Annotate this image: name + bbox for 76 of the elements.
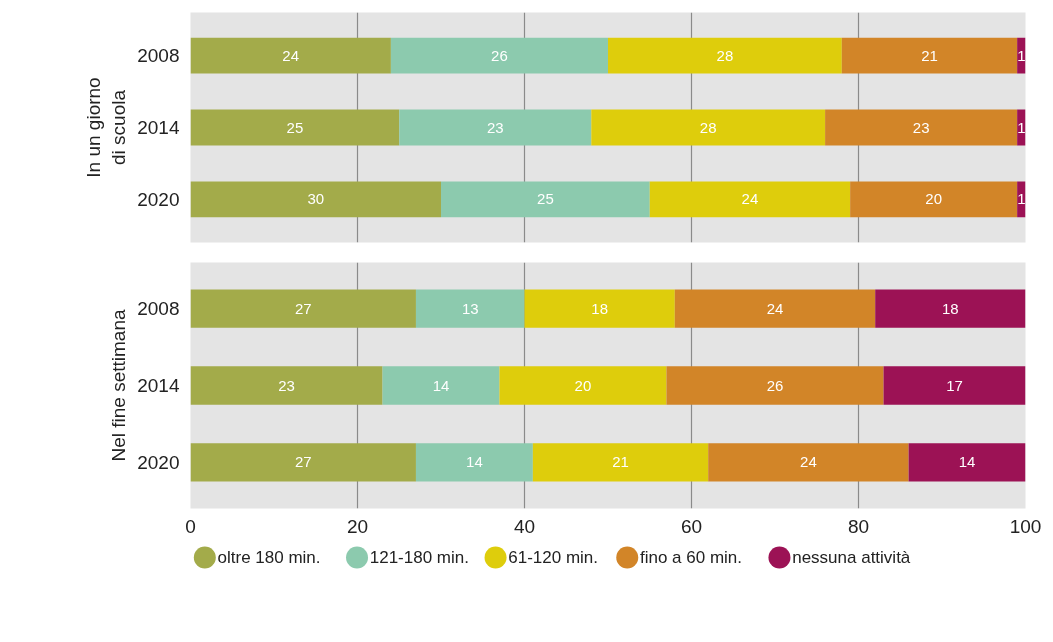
data-label: 23 [278,376,295,394]
data-label: 20 [925,190,942,208]
bar [524,289,675,328]
bar [190,366,383,405]
data-label: 26 [491,46,508,64]
data-label: 27 [294,299,312,317]
data-label: 1 [1017,118,1026,136]
x-tick-label: 0 [185,515,196,537]
legend-label: oltre 180 min. [217,548,321,567]
data-label: 20 [574,376,592,394]
bar [591,109,826,146]
data-label: 18 [942,299,959,317]
legend-label: 61-120 min. [508,548,599,567]
bar [708,443,909,482]
bar [674,289,876,328]
x-tick-label: 100 [1009,515,1042,537]
data-label: 26 [766,376,784,394]
bar [390,37,608,74]
bar [649,181,851,218]
data-label: 30 [307,190,325,208]
bar [399,109,592,146]
data-label: 24 [741,190,759,208]
data-label: 24 [282,46,300,64]
data-label: 18 [591,299,608,317]
data-label: 27 [294,453,312,471]
data-label: 28 [716,46,734,64]
data-label: 1 [1017,46,1026,64]
bar [841,37,1018,74]
y-axis-title: In un giorno di scuola [83,77,130,178]
data-label: 21 [612,453,629,471]
data-label: 25 [286,118,304,136]
legend-label: nessuna attività [792,548,911,567]
bar [190,181,441,218]
data-label: 28 [699,118,717,136]
data-label: 25 [537,190,554,208]
legend-label: fino a 60 min. [639,548,743,567]
bar [441,181,650,218]
data-label: 21 [921,46,938,64]
bar [883,366,1026,405]
data-label: 24 [766,299,784,317]
data-label: 14 [432,376,450,394]
bar [608,37,842,74]
data-label: 24 [800,453,817,471]
bar [415,443,533,482]
data-label: 14 [466,453,483,471]
y-tick-label: 2014 [137,375,180,396]
y-tick-label: 2008 [137,298,180,320]
bar [190,37,391,74]
y-axis-title: Nel fine settimana [108,309,130,462]
bar [190,109,400,146]
y-tick-label: 2008 [137,45,180,67]
y-tick-label: 2020 [137,451,180,473]
bar [850,181,1018,218]
bar [415,289,525,328]
x-tick-label: 40 [513,515,536,537]
bar [825,109,1018,146]
data-label: 23 [912,118,930,136]
bar [908,443,1026,482]
legend-label: 121-180 min. [369,548,469,567]
bar [499,366,667,405]
x-tick-label: 20 [346,515,369,537]
bar [190,443,416,482]
bar [875,289,1026,328]
data-label: 17 [946,376,963,394]
data-label: 13 [461,299,479,317]
bar [666,366,884,405]
bar [532,443,709,482]
y-tick-label: 2014 [137,117,180,138]
data-label: 23 [486,118,504,136]
x-tick-label: 60 [680,515,703,537]
data-label: 1 [1017,190,1026,208]
x-tick-label: 80 [847,515,870,537]
data-label: 14 [958,453,976,471]
bar [382,366,500,405]
bar [190,289,416,328]
y-tick-label: 2020 [137,188,180,210]
